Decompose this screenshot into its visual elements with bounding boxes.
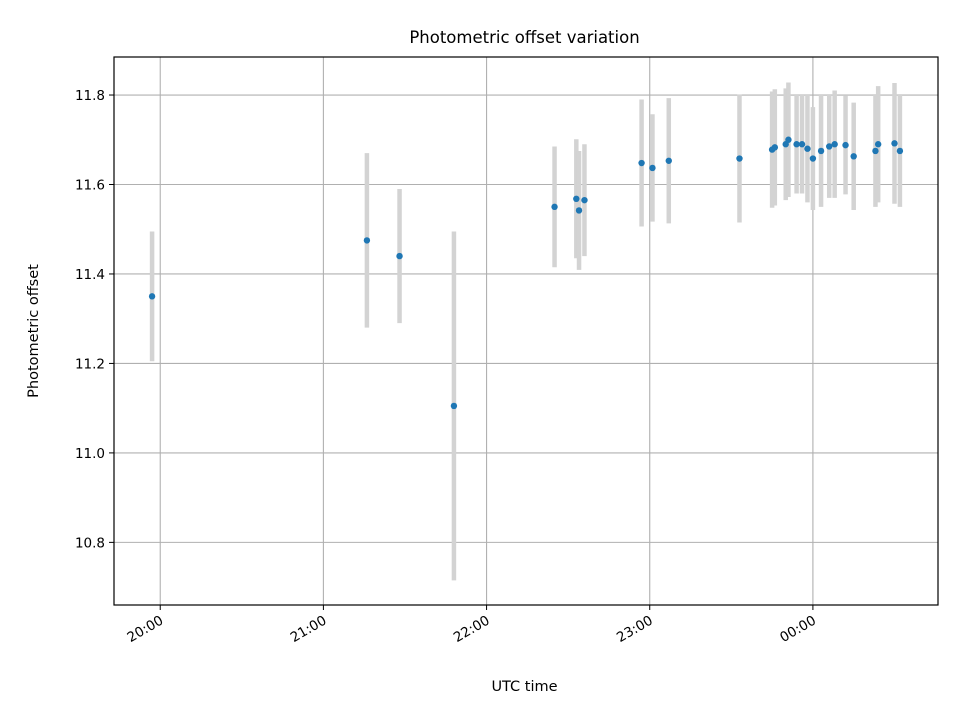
x-tick-label: 00:00 [777,613,819,646]
axes-frame [113,56,939,606]
y-tick-label: 11.6 [75,177,105,193]
data-point [785,136,792,143]
data-point [665,157,672,164]
data-point [817,147,825,155]
data-point [736,155,743,162]
chart-title: Photometric offset variation [409,28,639,47]
x-tick-label: 20:00 [125,613,167,646]
data-point [798,141,806,148]
data-point [850,153,857,160]
data-point [649,164,656,172]
data-point [450,402,458,410]
data-point [874,141,882,148]
y-tick-label: 11.0 [75,446,105,462]
x-tick-label: 22:00 [451,613,493,646]
data-point [793,141,800,148]
data-point [396,252,403,260]
data-point [581,196,588,204]
data-point [573,195,580,203]
y-tick-label: 11.8 [75,88,105,104]
y-tick-label: 11.2 [75,356,105,372]
data-point [804,145,811,152]
y-tick-label: 11.4 [75,267,105,283]
data-point [575,207,583,214]
data-point [363,237,371,244]
x-axis-label: UTC time [491,679,557,695]
data-point [896,147,904,155]
x-tick-label: 23:00 [614,613,656,646]
data-point [831,141,838,148]
data-point [872,147,879,155]
data-point [638,159,645,167]
y-axis-label: Photometric offset [26,264,42,398]
data-point [842,141,849,149]
y-tick-label: 10.8 [75,535,105,551]
data-point [891,140,898,147]
data-point [771,144,779,151]
data-point [809,155,817,162]
data-point [826,143,833,150]
plot-area: 20:00 21:00 22:00 23:00 00:00 10.8 11.0 11.2 11.… [75,56,939,646]
data-point [148,293,156,300]
data-point [551,203,558,211]
x-tick-label: 21:00 [288,613,330,646]
